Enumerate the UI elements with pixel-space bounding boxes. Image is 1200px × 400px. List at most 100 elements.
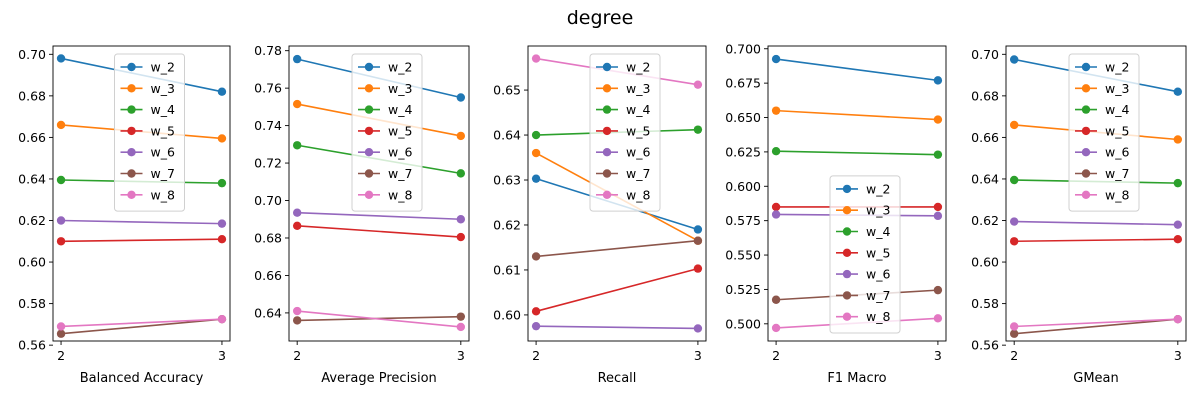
x-tick-label: 2	[293, 348, 301, 363]
data-point	[217, 314, 227, 324]
y-tick-label: 0.64	[18, 171, 46, 186]
x-tick-label: 2	[1010, 348, 1018, 363]
data-point	[56, 329, 66, 338]
data-point	[693, 324, 703, 333]
legend-label: w_8	[151, 187, 175, 202]
legend-marker	[364, 105, 374, 114]
legend-label: w_6	[151, 145, 175, 160]
y-tick-label: 0.525	[725, 282, 761, 297]
x-tick-label: 3	[218, 348, 226, 363]
subplot-5: 0.56 0.58 0.60 0.62 0.64 0.66 0.68 0.70 2 3 GMean w…	[971, 45, 1187, 386]
data-point	[217, 87, 227, 96]
legend-marker	[842, 227, 852, 236]
series-line-w_5	[1014, 238, 1178, 243]
axes-frame	[767, 45, 947, 342]
x-tick-label: 3	[1174, 348, 1182, 363]
data-point	[1009, 322, 1019, 331]
data-point	[531, 252, 541, 261]
legend-label: w_3	[388, 81, 412, 96]
x-tick-label: 3	[457, 348, 465, 363]
data-point	[531, 174, 541, 183]
y-tick-label: 0.66	[971, 130, 999, 145]
legend-marker	[842, 206, 852, 215]
y-tick-label: 0.64	[493, 128, 521, 143]
legend: w_2 w_3 w_4 w_5 w_6 w_7 w_8	[114, 53, 185, 212]
data-point	[531, 54, 541, 63]
legend-marker	[1081, 62, 1091, 72]
legend-marker	[127, 105, 136, 114]
data-point	[292, 99, 302, 109]
legend-marker	[602, 105, 612, 114]
y-tick-label: 0.62	[18, 213, 46, 228]
data-point	[292, 208, 302, 217]
data-point	[693, 264, 703, 273]
y-tick-label: 0.60	[18, 255, 46, 270]
x-axis-label: Average Precision	[321, 371, 437, 386]
data-point	[56, 322, 66, 331]
y-tick-label: 0.64	[254, 305, 282, 320]
y-tick-label: 0.62	[493, 217, 521, 232]
y-tick-label: 0.56	[18, 338, 46, 353]
y-tick-label: 0.60	[493, 307, 521, 322]
legend: w_2 w_3 w_4 w_5 w_6 w_7 w_8	[1068, 53, 1140, 212]
legend-label: w_8	[388, 187, 412, 202]
series-line-w_5	[297, 225, 461, 238]
legend-label: w_7	[866, 288, 890, 303]
legend-marker	[842, 248, 852, 257]
data-point	[56, 54, 66, 63]
legend-label: w_4	[388, 102, 412, 117]
legend-label: w_8	[866, 309, 890, 324]
legend-marker	[1081, 190, 1091, 199]
data-point	[531, 130, 541, 140]
subplots: 0.56 0.58 0.60 0.62 0.64 0.66 0.68 0.70 2 3 Balanc…	[18, 41, 1187, 386]
series-line-w_2	[775, 58, 939, 82]
legend-marker	[364, 190, 374, 199]
legend-marker	[602, 169, 612, 178]
y-tick-label: 0.68	[971, 88, 999, 103]
data-point	[456, 131, 466, 141]
legend-marker	[1081, 105, 1091, 114]
data-point	[1173, 87, 1183, 96]
legend-label: w_5	[1105, 123, 1129, 138]
legend-label: w_2	[1105, 60, 1129, 75]
data-point	[217, 219, 227, 228]
data-point	[1173, 220, 1183, 229]
axes-frame	[527, 45, 707, 342]
y-tick-label: 0.650	[725, 110, 761, 125]
y-tick-label: 0.58	[18, 296, 46, 311]
figure-title: degree	[567, 7, 634, 29]
legend-marker	[1081, 148, 1091, 157]
legend-label: w_6	[1105, 145, 1129, 160]
legend-marker	[127, 62, 136, 72]
legend-marker	[127, 84, 136, 93]
legend-marker	[602, 62, 612, 72]
data-point	[292, 306, 302, 316]
series-line-w_8	[61, 318, 222, 328]
legend-marker	[602, 148, 612, 157]
data-point	[1173, 178, 1183, 188]
y-tick-label: 0.600	[725, 179, 761, 194]
subplot-1: 0.56 0.58 0.60 0.62 0.64 0.66 0.68 0.70 2 3 Balanc…	[18, 45, 231, 386]
y-tick-label: 0.70	[254, 193, 282, 208]
data-point	[693, 225, 703, 234]
legend-label: w_4	[1105, 102, 1129, 117]
y-tick-label: 0.550	[725, 248, 761, 263]
data-point	[771, 54, 781, 64]
legend-marker	[364, 126, 374, 136]
legend-label: w_3	[1105, 81, 1129, 96]
legend-marker	[842, 184, 852, 194]
data-point	[531, 148, 541, 158]
data-point	[693, 80, 703, 89]
data-point	[217, 178, 227, 188]
legend-label: w_7	[1105, 166, 1129, 181]
legend-marker	[127, 148, 136, 157]
legend-marker	[602, 126, 612, 136]
legend-marker	[127, 169, 136, 178]
legend-label: w_5	[866, 245, 890, 260]
legend: w_2 w_3 w_4 w_5 w_6 w_7 w_8	[589, 53, 661, 212]
legend-marker	[1081, 126, 1091, 136]
series-line-w_6	[297, 211, 461, 221]
axes-frame	[1005, 45, 1187, 342]
data-point	[217, 235, 227, 244]
